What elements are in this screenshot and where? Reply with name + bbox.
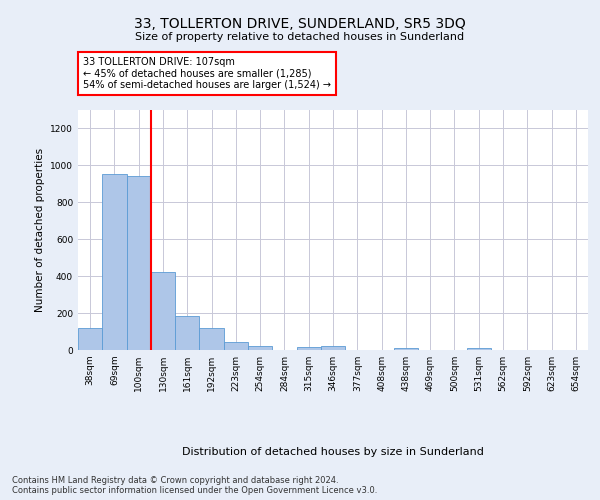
Text: Contains HM Land Registry data © Crown copyright and database right 2024.
Contai: Contains HM Land Registry data © Crown c… [12, 476, 377, 495]
Y-axis label: Number of detached properties: Number of detached properties [35, 148, 44, 312]
Bar [296, 347, 321, 350]
Bar [248, 346, 272, 350]
Text: 33, TOLLERTON DRIVE, SUNDERLAND, SR5 3DQ: 33, TOLLERTON DRIVE, SUNDERLAND, SR5 3DQ [134, 18, 466, 32]
X-axis label: Distribution of detached houses by size in Sunderland: Distribution of detached houses by size … [182, 447, 484, 457]
Bar [467, 348, 491, 350]
Text: Size of property relative to detached houses in Sunderland: Size of property relative to detached ho… [136, 32, 464, 42]
Bar [394, 348, 418, 350]
Bar [102, 174, 127, 350]
Bar [321, 346, 345, 350]
Bar [127, 176, 151, 350]
Bar [224, 342, 248, 350]
Bar [78, 328, 102, 350]
Bar [199, 328, 224, 350]
Text: 33 TOLLERTON DRIVE: 107sqm
← 45% of detached houses are smaller (1,285)
54% of s: 33 TOLLERTON DRIVE: 107sqm ← 45% of deta… [83, 57, 331, 90]
Bar [151, 272, 175, 350]
Bar [175, 316, 199, 350]
